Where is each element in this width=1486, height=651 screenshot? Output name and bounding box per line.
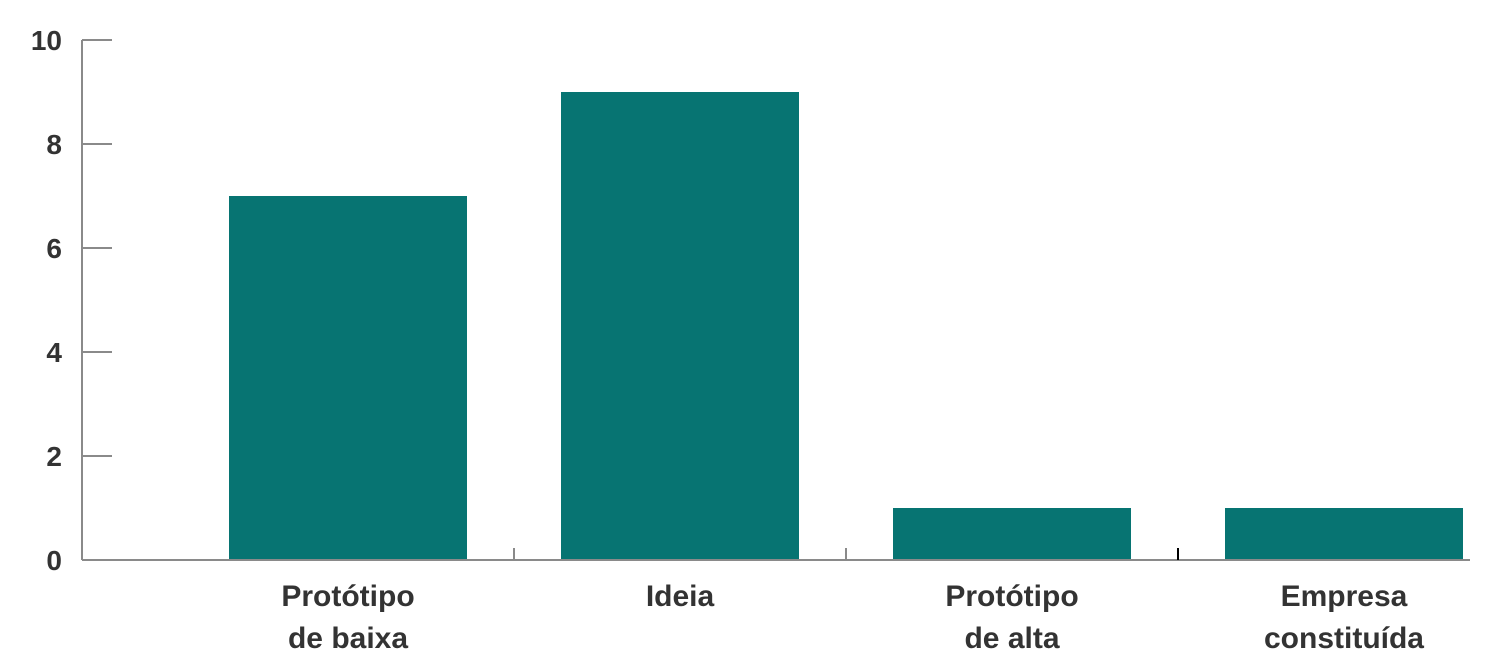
- y-tick-label: 10: [31, 25, 62, 56]
- x-category-label: Protótipo de alta: [945, 580, 1078, 651]
- bar: [1225, 508, 1463, 560]
- y-tick-label: 6: [46, 233, 62, 264]
- x-category-label-line: constituída: [1264, 622, 1424, 651]
- y-tick-label: 0: [46, 545, 62, 576]
- y-tick-label: 2: [46, 441, 62, 472]
- x-category-label: Empresa constituída: [1264, 580, 1424, 651]
- x-category-label-line: Ideia: [646, 580, 715, 613]
- bar: [229, 196, 467, 560]
- y-tick-label: 8: [46, 129, 62, 160]
- x-category-label-line: Protótipo: [945, 580, 1078, 613]
- bar: [893, 508, 1131, 560]
- x-category-label-line: Protótipo: [281, 580, 414, 613]
- x-category-label-line: de alta: [964, 622, 1059, 651]
- x-category-label-line: de baixa: [288, 622, 408, 651]
- x-category-label: Ideia: [646, 580, 715, 613]
- x-category-label-line: Empresa: [1281, 580, 1408, 613]
- y-tick-label: 4: [46, 337, 62, 368]
- x-category-label: Protótipo de baixa: [281, 580, 414, 651]
- bar: [561, 92, 799, 560]
